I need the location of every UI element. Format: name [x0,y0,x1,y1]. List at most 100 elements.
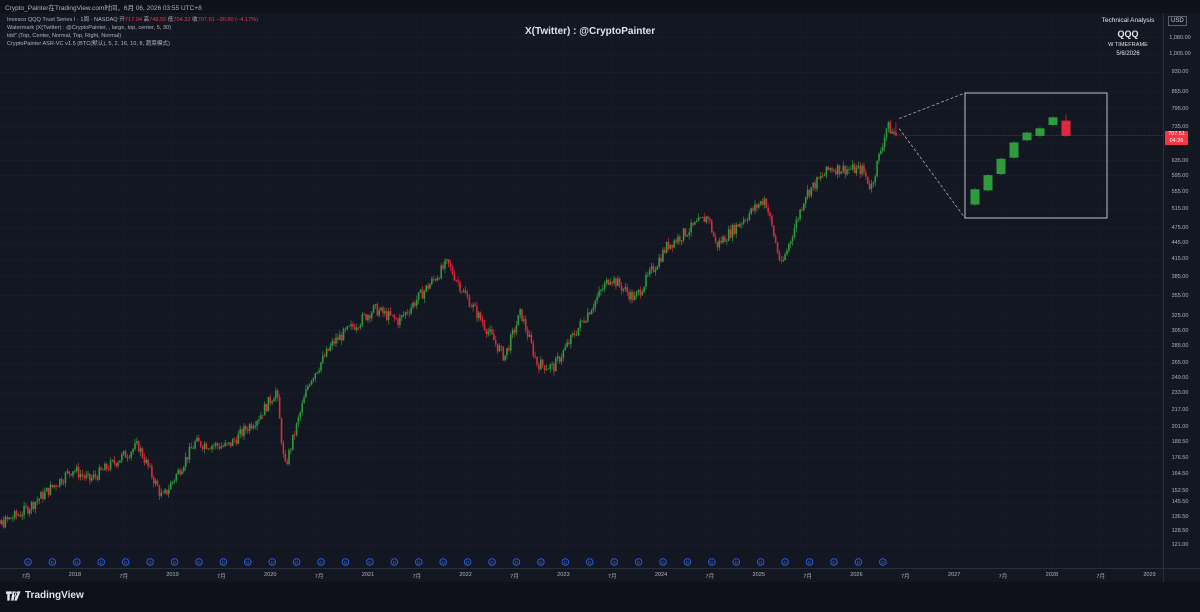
price-tick-label: 145.50 [1171,499,1189,506]
price-axis[interactable] [1163,13,1200,568]
legend-symbol[interactable]: Invesco QQQ Trust Series I · 1周 · NASDAQ [7,17,118,23]
event-marker-dividend [97,558,105,566]
candle-down [714,236,717,242]
candle-down [201,446,204,449]
candle-down [151,465,153,478]
time-tick-label: 2021 [361,572,375,578]
candle-up [423,291,426,299]
candle-up [722,236,724,243]
candle-down [660,257,662,262]
candle-up [560,357,563,362]
candle-up [85,474,87,478]
candle-down [352,324,354,327]
candle-down [105,463,108,470]
last-price-label: 707.51 04:26 [1165,131,1188,145]
candle-up [440,265,443,279]
candle-down [427,285,429,289]
candle-down [493,333,495,341]
legend-indicator-watermark[interactable]: Watermark (X(Twitter) : @CryptoPainter, … [7,25,172,31]
candle-down [710,220,713,233]
candle-up [791,237,794,242]
event-marker-label: D [344,560,348,565]
candle-down [868,183,871,189]
chart-area[interactable] [0,13,1163,568]
candle-up [322,355,324,363]
candle-up [782,260,784,262]
candle-down [152,477,155,484]
candle-down [703,217,706,223]
currency-label[interactable]: USD [1168,16,1187,26]
candle-down [42,492,44,500]
candle-down [19,514,22,517]
candle-up [726,240,728,242]
candle-down [699,217,702,219]
candle-down [615,278,617,287]
event-marker-dividend [48,558,57,566]
candle-down [679,236,681,242]
candle-up [228,442,230,444]
event-marker-label: D [759,560,763,565]
candle-down [626,287,629,293]
candle-down [508,348,510,351]
legend-indicator-tdd[interactable]: tdd" (Top, Center, Normal, Top, Right, N… [7,33,122,39]
event-marker-dividend [756,558,765,566]
candle-up [220,446,223,449]
price-tick-label: 445.00 [1171,240,1189,247]
candle-up [654,269,657,272]
candle-down [543,365,546,370]
candle-down [737,224,739,227]
candle-up [169,483,172,490]
candle-up [596,296,598,301]
legend-high-label: 高 [143,17,150,23]
candle-down [395,317,397,320]
candle-up [564,346,567,351]
candle-up [196,437,198,442]
candle-down [51,484,54,487]
candle-down [68,471,71,474]
candle-down [513,330,516,333]
time-tick-label: 7月 [803,574,812,580]
candle-down [77,466,80,478]
candle-up [92,474,95,478]
price-tick-label: 285.00 [1171,343,1189,350]
event-marker-dividend [439,558,447,566]
candle-up [222,446,225,447]
event-marker-label: D [148,560,152,565]
candle-down [765,198,768,208]
candle-up [167,489,170,494]
candle-up [380,307,382,311]
candle-down [245,426,247,431]
candle-up [748,213,751,220]
candle-down [524,319,527,330]
candle-up [746,219,749,221]
time-axis[interactable] [0,568,1163,582]
price-tick-label: 635.00 [1171,157,1189,164]
candle-down [632,291,634,301]
candle-up [0,520,3,524]
candle-down [853,164,856,174]
candle-up [540,359,542,370]
candle-up [682,228,685,241]
candle-up [885,128,888,138]
candle-up [402,315,405,316]
candle-down [141,448,144,458]
candle-down [166,489,168,494]
candle-up [28,509,31,514]
legend-high-value: 748.55 [149,17,167,23]
candle-up [72,471,74,476]
candle-up [586,312,589,322]
event-marker-dividend [463,558,472,566]
candle-up [271,401,273,403]
zoom-candle-down [1061,120,1071,136]
candle-up [164,489,166,494]
candle-up [680,240,683,242]
candle-up [98,467,101,480]
tradingview-logo[interactable]: TradingView [6,590,84,601]
candle-down [147,459,149,467]
legend-indicator-asr-vc[interactable]: CryptoPainter ASR-VC v1.5 (BTC(默认), 5, 2… [7,41,170,47]
candle-up [171,481,174,484]
candle-up [237,433,240,444]
candle-down [353,326,356,330]
candle-up [79,474,82,478]
